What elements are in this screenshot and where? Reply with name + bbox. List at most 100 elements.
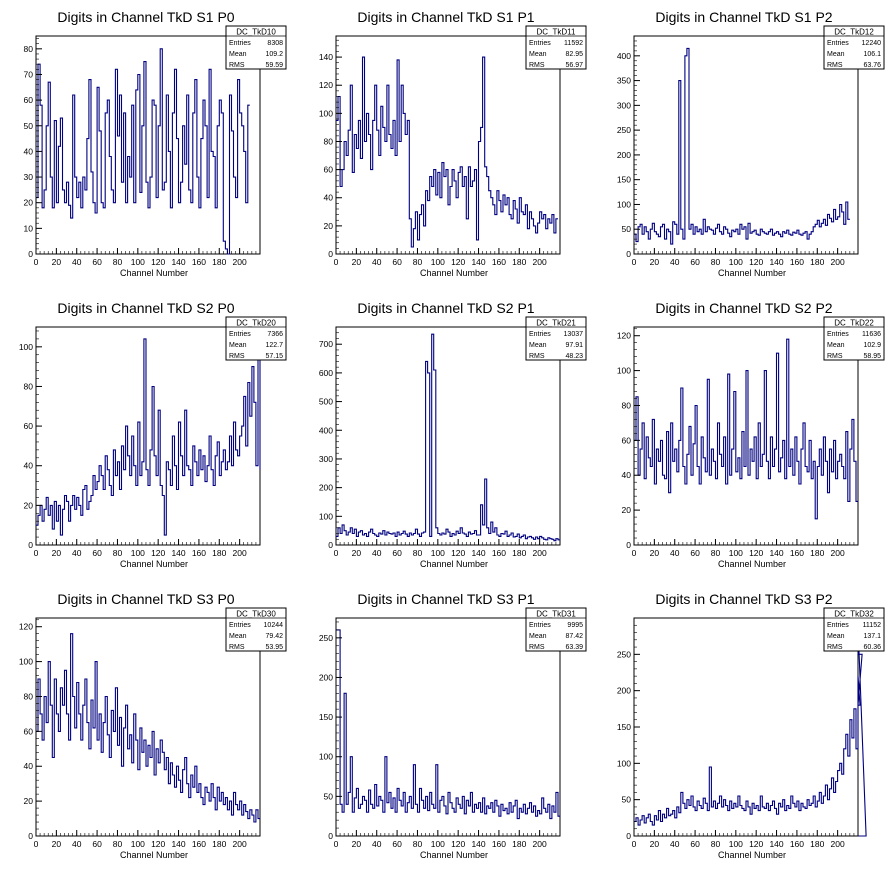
y-tick-label: 40 [324,193,334,203]
stats-box: DC_TkD31 Entries 9995 Mean 87.42 RMS 63.39 [525,607,587,652]
y-tick-label: 200 [319,483,333,493]
x-tick-label: 0 [334,548,339,558]
x-tick-label: 60 [92,548,102,558]
x-tick-label: 180 [810,548,824,558]
histogram-panel: Digits in Channel TkD S3 P0 0 20 40 60 80 100 1… [19,591,287,860]
stats-value: 79.42 [265,633,283,640]
x-tick-label: 80 [113,548,123,558]
y-tick-label: 60 [324,165,334,175]
histogram-panel: Digits in Channel TkD S3 P2 0 20 40 60 80 100 1… [617,591,885,860]
x-tick-label: 100 [431,257,445,267]
x-tick-label: 200 [233,548,247,558]
y-tick-label: 60 [24,421,34,431]
x-tick-label: 0 [334,257,339,267]
stats-box: DC_TkD20 Entries 7366 Mean 122.7 RMS 57.15 [225,316,287,361]
stats-box: DC_TkD10 Entries 8308 Mean 109.2 RMS 59.59 [225,25,287,70]
stats-value: 58.95 [863,353,881,360]
y-tick-label: 200 [319,672,333,682]
stats-value: 11152 [863,622,882,629]
stats-value: 8308 [267,40,283,47]
stats-label: RMS [529,353,545,360]
y-tick-label: 60 [622,435,632,445]
stats-label: RMS [827,353,843,360]
histogram-panel: Digits in Channel TkD S2 P1 0 20 40 60 80 100 1… [319,300,587,569]
x-tick-label: 200 [233,839,247,849]
stats-value: 102.9 [863,342,881,349]
y-tick-label: 20 [324,221,334,231]
y-tick-label: 40 [24,146,34,156]
stats-box-frame [823,607,885,652]
y-tick-label: 100 [319,511,333,521]
x-tick-label: 200 [233,257,247,267]
y-tick-label: 70 [24,69,34,79]
x-axis-label: Channel Number [420,268,488,278]
x-tick-label: 40 [372,548,382,558]
y-tick-label: 120 [617,331,631,341]
stats-label: RMS [529,62,545,69]
x-axis-label: Channel Number [718,559,786,569]
y-tick-label: 500 [319,397,333,407]
x-tick-label: 60 [92,257,102,267]
stats-label: Mean [229,342,247,349]
x-tick-label: 180 [212,257,226,267]
y-tick-label: 40 [24,761,34,771]
x-tick-label: 20 [352,257,362,267]
x-tick-label: 20 [650,257,660,267]
y-tick-label: 0 [626,249,631,259]
stats-label: RMS [229,644,245,651]
plot-frame [335,35,561,255]
stats-label: Mean [229,633,247,640]
panel-title: Digits in Channel TkD S2 P1 [357,300,534,316]
y-tick-label: 20 [24,796,34,806]
stats-box: DC_TkD30 Entries 10244 Mean 79.42 RMS 53.95 [225,607,287,652]
y-tick-label: 350 [617,76,631,86]
stats-value: 56.97 [565,62,583,69]
x-tick-label: 160 [790,839,804,849]
stats-label: Mean [529,342,547,349]
stats-label: RMS [229,62,245,69]
stats-label: Entries [827,40,849,47]
stats-value: 7366 [267,331,283,338]
y-tick-label: 120 [319,80,333,90]
histogram-panel: Digits in Channel TkD S2 P2 0 20 40 60 80 100 1… [617,300,885,569]
stats-box: DC_TkD32 Entries 11152 Mean 137.1 RMS 60.36 [823,607,885,652]
x-tick-label: 60 [690,839,700,849]
x-tick-label: 100 [431,839,445,849]
y-tick-label: 200 [617,150,631,160]
stats-label: Entries [529,622,551,629]
x-tick-label: 180 [810,839,824,849]
panel-title: Digits in Channel TkD S3 P1 [357,591,534,607]
x-tick-label: 160 [492,257,506,267]
y-tick-label: 100 [319,108,333,118]
x-tick-label: 40 [72,257,82,267]
x-tick-label: 60 [392,839,402,849]
x-tick-label: 100 [729,257,743,267]
x-axis-label: Channel Number [718,268,786,278]
y-tick-label: 150 [617,175,631,185]
y-tick-label: 140 [319,52,333,62]
stats-value: 87.42 [565,633,583,640]
stats-label: Entries [229,622,251,629]
y-tick-label: 100 [617,758,631,768]
stats-value: 10244 [264,622,284,629]
x-tick-label: 100 [131,839,145,849]
y-tick-label: 40 [24,461,34,471]
x-tick-label: 140 [769,548,783,558]
x-tick-label: 20 [352,548,362,558]
x-tick-label: 40 [670,257,680,267]
x-tick-label: 200 [831,257,845,267]
stats-value: 63.76 [863,62,881,69]
stats-value: 11636 [862,331,881,338]
histogram-line [634,47,850,245]
x-tick-label: 60 [392,548,402,558]
stats-value: 82.95 [565,51,583,58]
x-tick-label: 80 [113,839,123,849]
histogram-line [336,629,560,820]
histogram-line [36,48,250,255]
stats-box-title: DC_TkD30 [236,610,276,619]
stats-label: Entries [529,40,551,47]
stats-value: 63.39 [565,644,583,651]
x-tick-label: 20 [352,839,362,849]
stats-label: RMS [827,62,843,69]
